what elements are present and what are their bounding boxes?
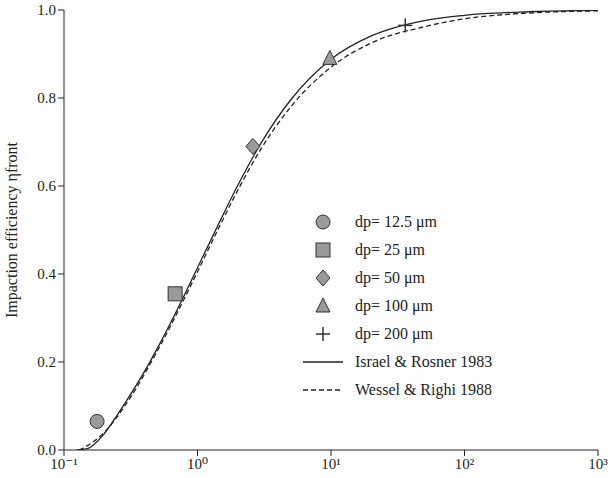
svg-text:10¹: 10¹ (321, 456, 341, 472)
svg-text:0.4: 0.4 (37, 266, 56, 282)
svg-text:10³: 10³ (588, 456, 608, 472)
svg-text:Wessel & Righi 1988: Wessel & Righi 1988 (355, 381, 492, 399)
svg-text:0.2: 0.2 (37, 354, 56, 370)
svg-text:dp= 200 μm: dp= 200 μm (355, 325, 434, 343)
svg-text:0.8: 0.8 (37, 90, 56, 106)
svg-text:10²: 10² (455, 456, 475, 472)
svg-text:dp= 100 μm: dp= 100 μm (355, 297, 434, 315)
svg-text:10⁻¹: 10⁻¹ (50, 455, 78, 472)
svg-text:Impaction efficiency ηfront: Impaction efficiency ηfront (3, 141, 21, 318)
svg-text:0.0: 0.0 (37, 442, 56, 458)
svg-text:dp= 50 μm: dp= 50 μm (355, 269, 426, 287)
svg-text:dp= 25 μm: dp= 25 μm (355, 241, 426, 259)
svg-text:1.0: 1.0 (37, 2, 56, 18)
svg-text:Israel & Rosner 1983: Israel & Rosner 1983 (355, 353, 492, 370)
svg-text:0.6: 0.6 (37, 178, 56, 194)
svg-text:10⁰: 10⁰ (187, 456, 208, 472)
svg-text:dp= 12.5 μm: dp= 12.5 μm (355, 213, 438, 231)
